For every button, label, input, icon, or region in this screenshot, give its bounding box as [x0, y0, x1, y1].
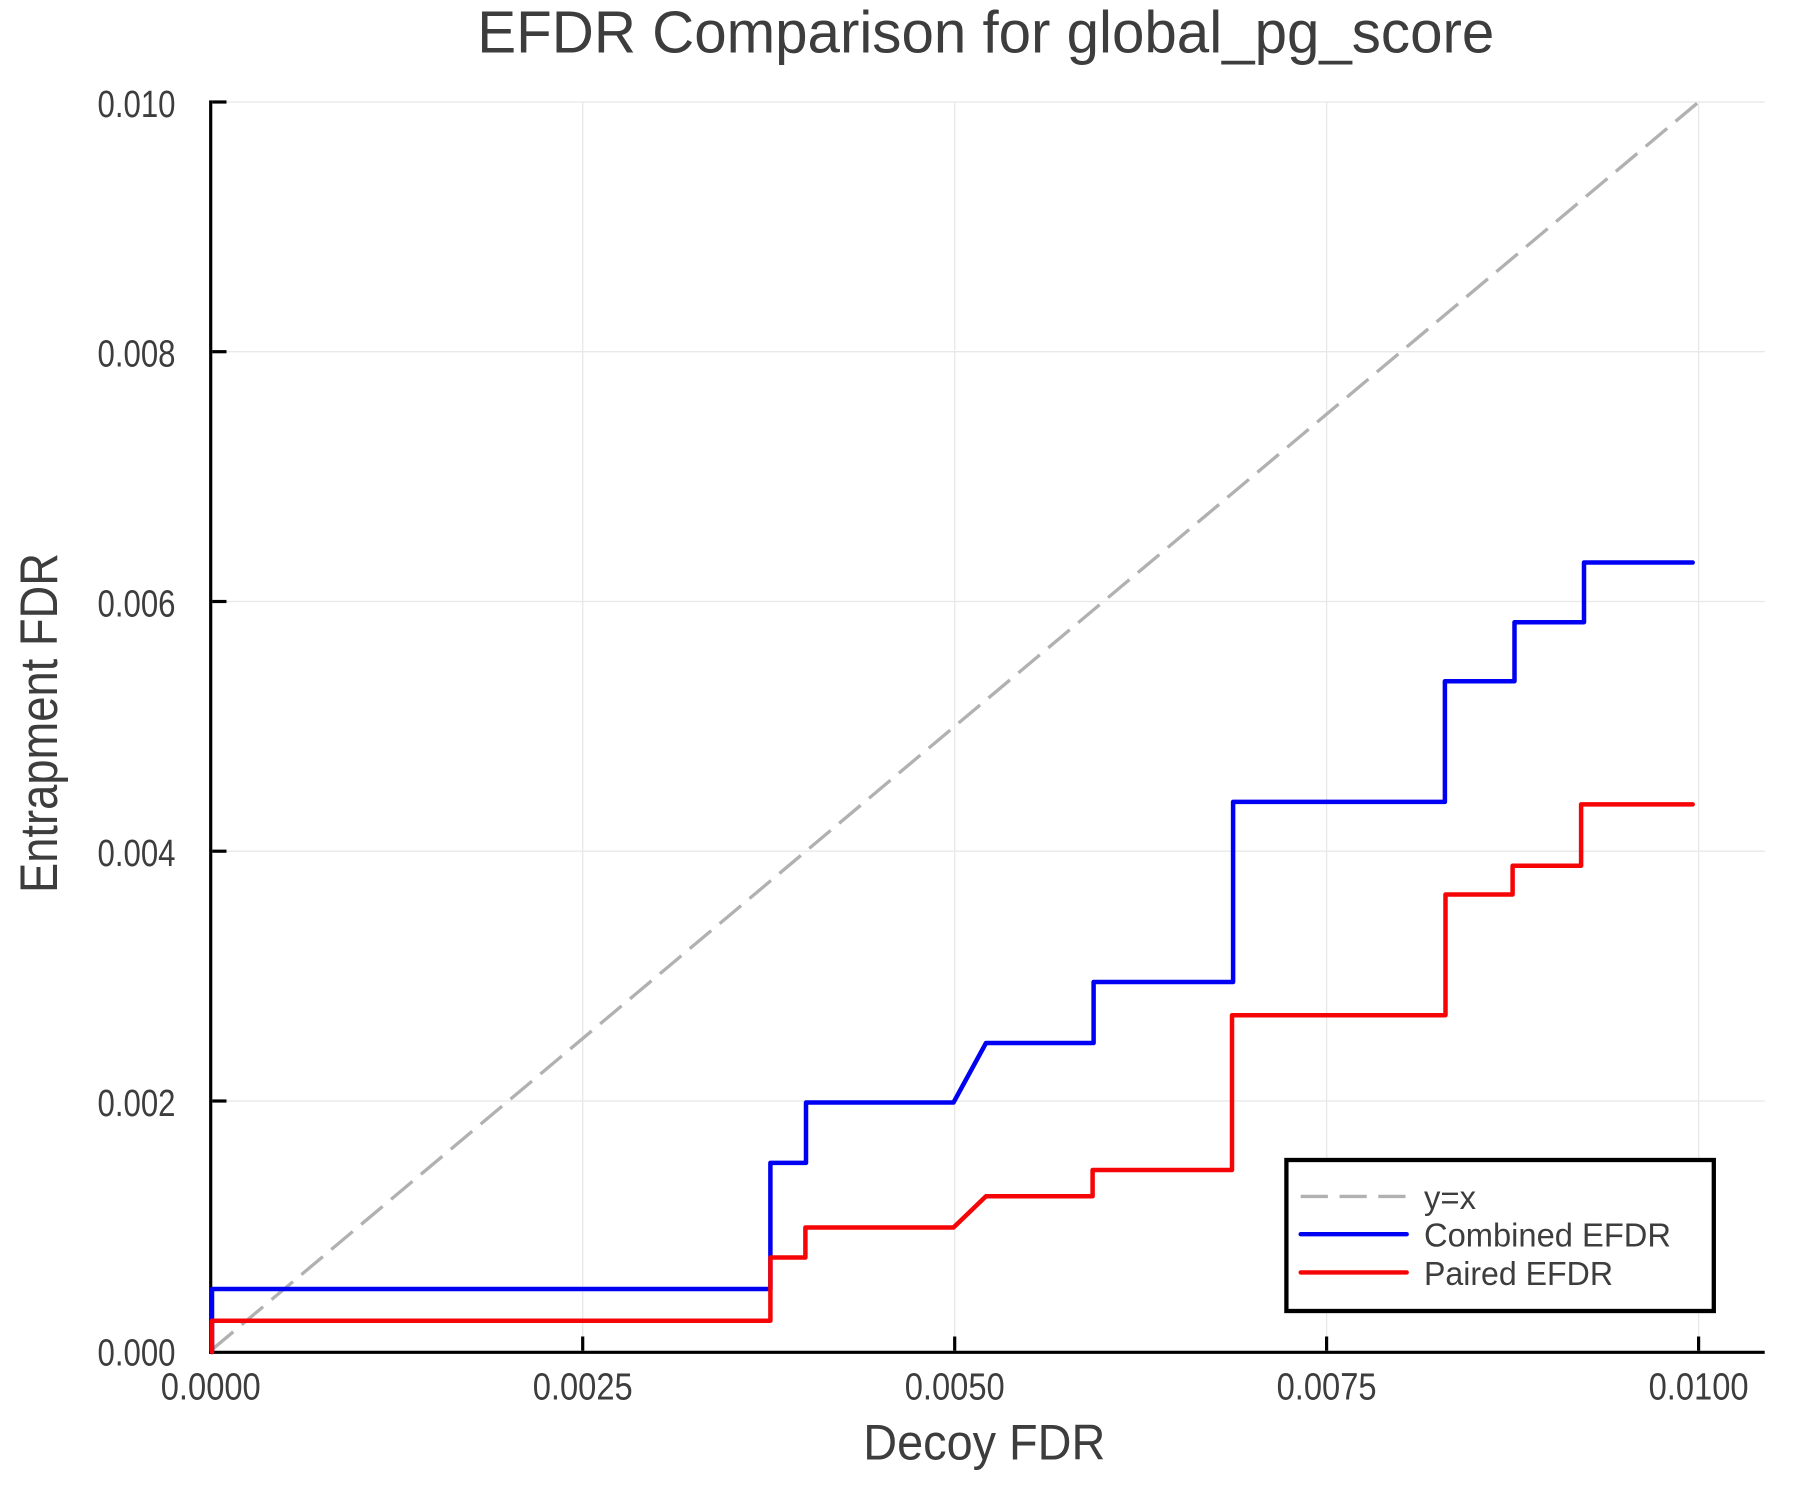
svg-text:0.006: 0.006 — [98, 584, 176, 626]
svg-text:y=x: y=x — [1424, 1180, 1476, 1217]
svg-text:0.0050: 0.0050 — [905, 1367, 1005, 1409]
svg-text:Paired EFDR: Paired EFDR — [1424, 1256, 1613, 1293]
svg-text:0.004: 0.004 — [98, 833, 176, 875]
svg-text:0.0025: 0.0025 — [533, 1367, 633, 1409]
svg-text:0.000: 0.000 — [98, 1333, 176, 1375]
svg-text:0.0100: 0.0100 — [1649, 1367, 1749, 1409]
svg-text:EFDR Comparison for global_pg_: EFDR Comparison for global_pg_score — [477, 0, 1494, 66]
svg-text:0.0000: 0.0000 — [161, 1367, 261, 1409]
svg-text:Decoy FDR: Decoy FDR — [863, 1415, 1105, 1471]
svg-text:Entrapment FDR: Entrapment FDR — [10, 553, 69, 893]
svg-text:0.002: 0.002 — [98, 1083, 176, 1125]
svg-text:0.0075: 0.0075 — [1277, 1367, 1377, 1409]
svg-text:Combined EFDR: Combined EFDR — [1424, 1218, 1671, 1255]
svg-text:0.010: 0.010 — [98, 84, 176, 126]
svg-text:0.008: 0.008 — [98, 334, 176, 376]
